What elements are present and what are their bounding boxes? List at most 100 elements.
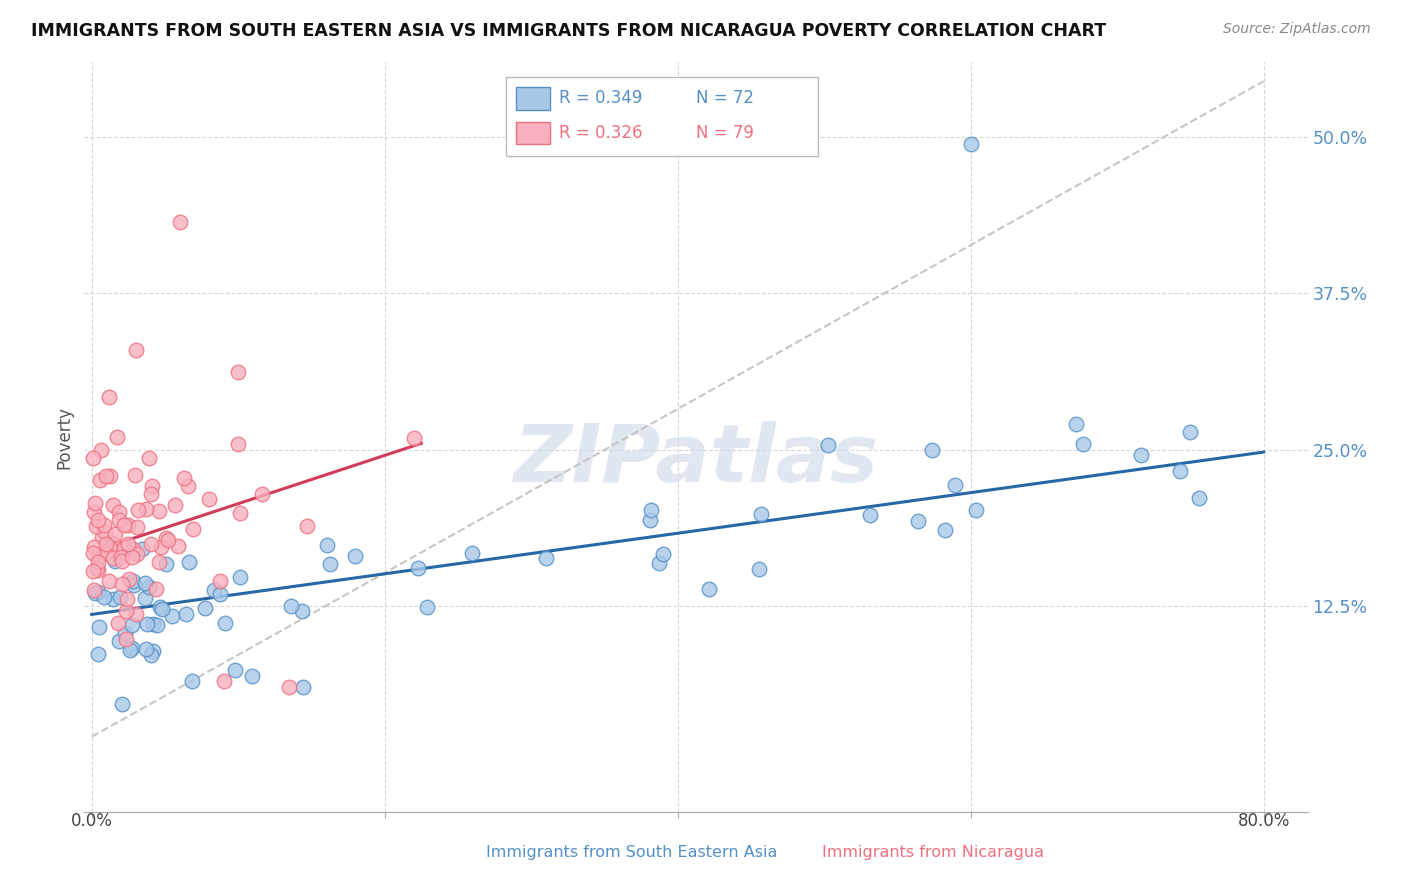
Point xyxy=(226,365,249,379)
Point xyxy=(173,471,195,485)
Point xyxy=(94,546,117,560)
Point xyxy=(125,547,148,561)
Point xyxy=(156,533,179,547)
Point xyxy=(291,604,314,618)
Point xyxy=(138,451,160,466)
Point xyxy=(83,586,105,600)
Point xyxy=(86,584,108,599)
Point xyxy=(117,518,139,533)
Point xyxy=(167,539,190,553)
Point xyxy=(139,537,162,551)
Point xyxy=(83,583,105,598)
Point xyxy=(127,503,149,517)
Text: N = 79: N = 79 xyxy=(696,124,754,142)
Point xyxy=(229,506,252,520)
Text: IMMIGRANTS FROM SOUTH EASTERN ASIA VS IMMIGRANTS FROM NICARAGUA POVERTY CORRELAT: IMMIGRANTS FROM SOUTH EASTERN ASIA VS IM… xyxy=(31,22,1107,40)
Point xyxy=(125,607,148,621)
Text: ZIPatlas: ZIPatlas xyxy=(513,420,879,499)
Point xyxy=(98,468,121,483)
Point xyxy=(108,513,131,527)
FancyBboxPatch shape xyxy=(506,78,818,156)
Point xyxy=(198,492,221,507)
Point xyxy=(141,479,163,493)
Point xyxy=(115,591,138,606)
Point xyxy=(104,554,127,568)
Point xyxy=(648,556,671,570)
Point xyxy=(118,572,141,586)
Point xyxy=(87,647,110,661)
Point xyxy=(1188,491,1211,505)
Point xyxy=(125,519,148,533)
Point xyxy=(104,527,127,541)
Point xyxy=(280,599,302,614)
Point xyxy=(86,561,108,575)
Point xyxy=(110,550,132,565)
Point xyxy=(148,504,170,518)
Point xyxy=(226,437,249,451)
Point xyxy=(93,517,115,532)
Point xyxy=(134,575,156,590)
Point xyxy=(212,673,235,688)
Point xyxy=(110,698,132,712)
Point xyxy=(121,640,143,655)
Point xyxy=(142,616,165,631)
FancyBboxPatch shape xyxy=(787,844,814,861)
Point xyxy=(943,478,966,492)
Point xyxy=(96,469,118,483)
Point xyxy=(90,443,112,458)
Point xyxy=(136,617,159,632)
FancyBboxPatch shape xyxy=(451,844,478,861)
Point xyxy=(97,574,120,588)
Point xyxy=(111,577,134,591)
Point xyxy=(83,541,105,555)
Point xyxy=(84,496,107,510)
Point xyxy=(117,537,139,551)
Point xyxy=(122,542,145,557)
Point xyxy=(406,561,429,575)
Y-axis label: Poverty: Poverty xyxy=(55,406,73,468)
Point xyxy=(124,343,146,357)
Point xyxy=(131,541,153,556)
Point xyxy=(638,513,661,527)
Point xyxy=(94,525,117,540)
Point xyxy=(921,443,943,458)
Point xyxy=(416,600,439,615)
Point xyxy=(150,602,173,616)
Point xyxy=(208,574,231,588)
Point xyxy=(1130,448,1153,462)
Text: 0.0%: 0.0% xyxy=(70,812,112,830)
Point xyxy=(640,503,662,517)
Point xyxy=(111,554,134,568)
Point xyxy=(121,574,143,588)
Point xyxy=(108,633,131,648)
Text: R = 0.349: R = 0.349 xyxy=(560,89,643,107)
Point xyxy=(135,642,157,657)
Point xyxy=(461,546,484,560)
Point xyxy=(118,643,141,657)
Point xyxy=(316,538,339,552)
Point xyxy=(108,505,131,519)
Point xyxy=(98,390,121,404)
Point xyxy=(121,618,143,632)
Point xyxy=(149,599,172,614)
Point xyxy=(534,550,557,565)
Point xyxy=(112,518,135,533)
Point xyxy=(87,549,110,563)
Point xyxy=(82,450,104,465)
Point xyxy=(177,555,200,569)
Point xyxy=(93,590,115,604)
Point xyxy=(114,626,136,640)
Point xyxy=(146,617,169,632)
Point xyxy=(859,508,882,523)
Point xyxy=(1071,437,1094,451)
Point xyxy=(224,664,246,678)
Text: Immigrants from Nicaragua: Immigrants from Nicaragua xyxy=(823,845,1045,860)
Point xyxy=(652,547,675,561)
Point xyxy=(1178,425,1201,439)
Point xyxy=(86,519,108,533)
Point xyxy=(1066,417,1088,431)
Point xyxy=(1168,464,1191,478)
Text: 80.0%: 80.0% xyxy=(1237,812,1289,830)
Point xyxy=(907,514,929,528)
Point xyxy=(162,609,184,624)
